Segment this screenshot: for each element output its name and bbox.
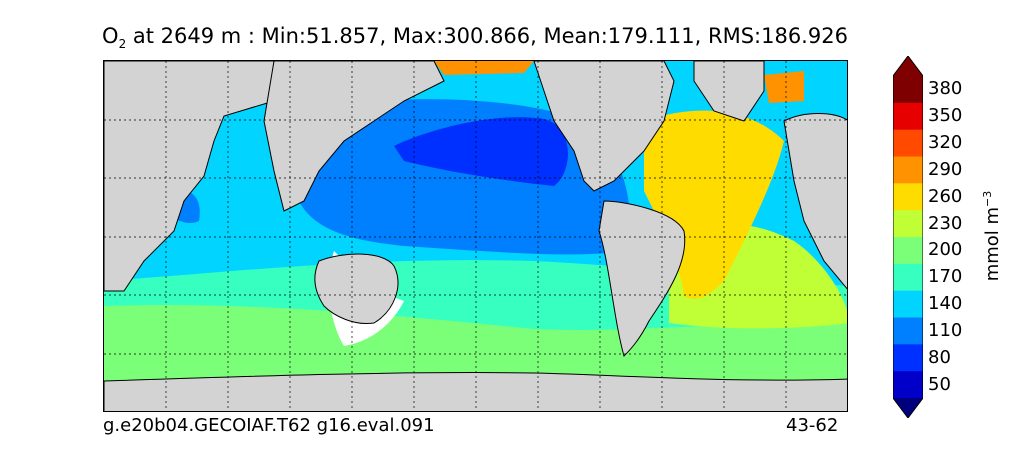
colorbar (893, 56, 923, 418)
colorbar-under-triangle (893, 398, 923, 418)
colorbar-tick-50: 50 (928, 373, 951, 395)
colorbar-box-350 (893, 102, 923, 131)
colorbar-tick-230: 230 (928, 212, 963, 234)
colorbar-over-triangle (893, 56, 923, 76)
colorbar-tick-260: 260 (928, 185, 963, 207)
colorbar-tick-290: 290 (928, 158, 963, 180)
colorbar-tick-320: 320 (928, 132, 963, 154)
arctic-region-3 (764, 71, 804, 103)
colorbar-tick-110: 110 (928, 319, 963, 341)
colorbar-box-320 (893, 129, 923, 157)
colorbar-tick-170: 170 (928, 266, 963, 288)
colorbar-box-260 (893, 183, 923, 211)
colorbar-tick-380: 380 (928, 78, 963, 100)
colorbar-box-50 (893, 371, 923, 399)
north-pacific-region (394, 117, 568, 186)
colorbar-box-230 (893, 210, 923, 238)
footer-run-id: g.e20b04.GECOIAF.T62 g16.eval.091 (103, 415, 435, 436)
footer-years: 43-62 (786, 415, 839, 436)
ocean-oxygen-map (103, 60, 848, 412)
units-exponent: −3 (981, 190, 994, 207)
colorbar-box-290 (893, 156, 923, 184)
colorbar-box-110 (893, 317, 923, 345)
colorbar-tick-80: 80 (928, 346, 951, 368)
colorbar-box-80 (893, 344, 923, 372)
colorbar-box-200 (893, 237, 923, 265)
page-title: O2 at 2649 m : Min:51.857, Max:300.866, … (0, 24, 950, 51)
colorbar-tick-350: 350 (928, 105, 963, 127)
title-variable: O (102, 24, 119, 48)
units-base: mmol m (982, 206, 1003, 282)
colorbar-tick-140: 140 (928, 293, 963, 315)
title-text: at 2649 m : Min:51.857, Max:300.866, Mea… (126, 24, 848, 48)
arctic-region-2 (434, 61, 534, 75)
map-grid (104, 61, 847, 411)
colorbar-box-170 (893, 263, 923, 292)
title-subscript: 2 (118, 37, 127, 52)
colorbar-tick-200: 200 (928, 239, 963, 261)
colorbar-box-380 (893, 76, 923, 104)
colorbar-box-140 (893, 290, 923, 318)
colorbar-units: mmol m−3 (981, 191, 1003, 282)
map-canvas (104, 61, 847, 411)
